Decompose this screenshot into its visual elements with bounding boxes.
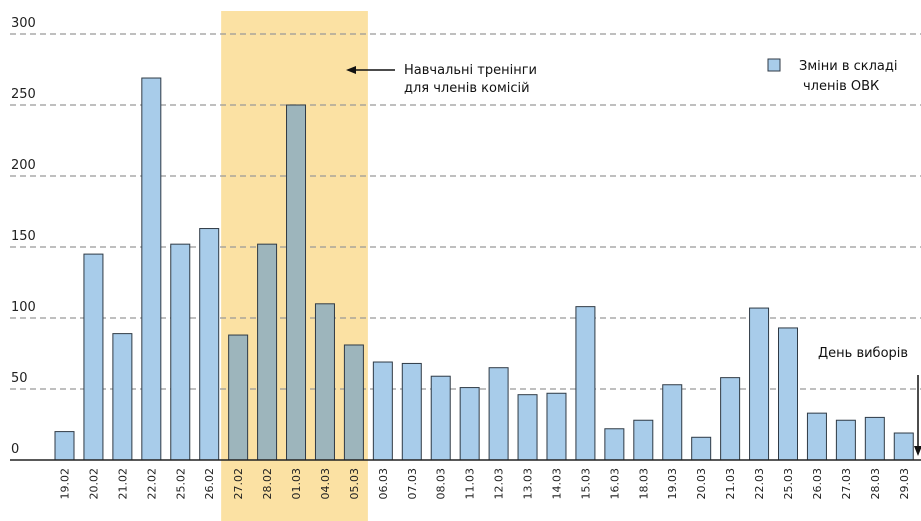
bar [604,428,625,461]
legend-swatch [767,58,781,72]
bars [54,77,914,461]
bar [806,412,827,461]
x-tick-label: 04.03 [319,468,332,500]
bar [488,367,509,461]
x-tick-label: 27.03 [840,468,853,500]
x-tick-label: 08.03 [435,468,448,500]
bar [199,228,220,461]
y-tick-label: 50 [11,371,28,386]
bar [314,303,335,461]
y-tick-label: 100 [11,300,36,315]
training-label-line-2: для членів комісій [404,81,530,96]
election-day-arrow-head [914,446,921,456]
bar [372,361,393,461]
x-tick-label: 07.03 [406,468,419,500]
bar [575,306,596,461]
x-tick-labels: 19.02 20.02 21.02 22.02 25.02 26.02 27.02 28.02… [59,468,911,500]
x-tick-label: 15.03 [579,468,592,500]
x-tick-label: 19.02 [59,468,72,500]
bar [141,77,162,461]
bar [286,104,307,461]
x-tick-label: 28.02 [261,468,274,500]
y-tick-label: 150 [11,229,36,244]
legend-label-line-1: Зміни в складі [799,59,898,74]
bar [170,243,191,461]
x-tick-label: 18.03 [637,468,650,500]
bar [893,432,914,461]
bar [257,243,278,461]
election-day-label: День виборів [818,346,908,361]
x-tick-label: 21.03 [724,468,737,500]
training-annotation: Навчальні тренінги для членів комісій [346,63,537,96]
x-tick-label: 28.03 [869,468,882,500]
x-tick-label: 20.03 [695,468,708,500]
bar [778,327,798,461]
bar [633,419,654,461]
x-tick-label: 19.03 [666,468,679,500]
bar [720,377,741,461]
x-tick-label: 16.03 [608,468,621,500]
bar [835,419,856,461]
bar [228,334,249,461]
bar [517,394,538,461]
bar [401,362,422,461]
legend: Зміни в складі членів ОВК [767,58,898,94]
bar [112,333,133,461]
bar [749,307,770,461]
x-tick-label: 21.02 [116,468,129,500]
bar [83,253,104,461]
x-tick-label: 27.02 [232,468,245,500]
bar [430,375,451,461]
x-tick-label: 11.03 [464,468,477,500]
x-tick-label: 20.02 [87,468,100,500]
x-tick-label: 25.03 [782,468,795,500]
training-label-line-1: Навчальні тренінги [404,63,537,78]
y-tick-label: 0 [11,442,19,457]
x-tick-label: 25.02 [174,468,187,500]
x-tick-label: 06.03 [377,468,390,500]
bar [864,416,885,461]
x-tick-label: 13.03 [522,468,535,500]
grid-lines [10,33,921,390]
election-day-annotation: День виборів [818,346,921,456]
x-tick-label: 12.03 [493,468,506,500]
x-tick-label: 05.03 [348,468,361,500]
x-tick-label: 29.03 [898,468,911,500]
y-tick-labels: 0 50 100 150 200 250 300 [11,16,36,457]
training-arrow-head [346,66,356,74]
x-tick-label: 26.03 [811,468,824,500]
y-tick-label: 200 [11,158,36,173]
bar [54,431,75,461]
x-tick-label: 22.03 [753,468,766,500]
bar [691,436,712,461]
x-tick-label: 14.03 [550,468,563,500]
bar [662,384,683,461]
bar [343,344,364,461]
y-tick-label: 250 [11,87,36,102]
x-tick-label: 22.02 [145,468,158,500]
legend-label-line-2: членів ОВК [803,79,879,94]
bar [459,387,480,461]
bar [546,392,567,461]
x-tick-label: 26.02 [203,468,216,500]
x-tick-label: 01.03 [290,468,303,500]
y-tick-label: 300 [11,16,36,31]
